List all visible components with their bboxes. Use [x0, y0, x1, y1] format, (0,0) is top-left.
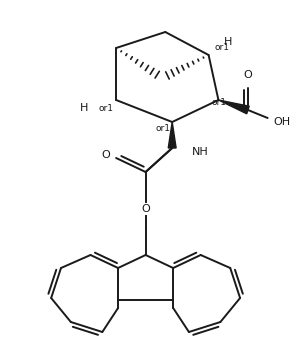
Polygon shape: [168, 122, 176, 148]
Text: or1: or1: [156, 124, 171, 132]
Text: H: H: [80, 103, 88, 113]
Text: NH: NH: [192, 147, 209, 157]
Text: or1: or1: [98, 104, 113, 112]
Text: or1: or1: [212, 98, 227, 107]
Text: or1: or1: [215, 43, 230, 52]
Polygon shape: [218, 100, 249, 114]
Text: O: O: [141, 204, 150, 214]
Text: O: O: [243, 70, 252, 80]
Text: OH: OH: [273, 117, 291, 127]
Text: O: O: [101, 150, 110, 160]
Text: H: H: [224, 37, 233, 47]
